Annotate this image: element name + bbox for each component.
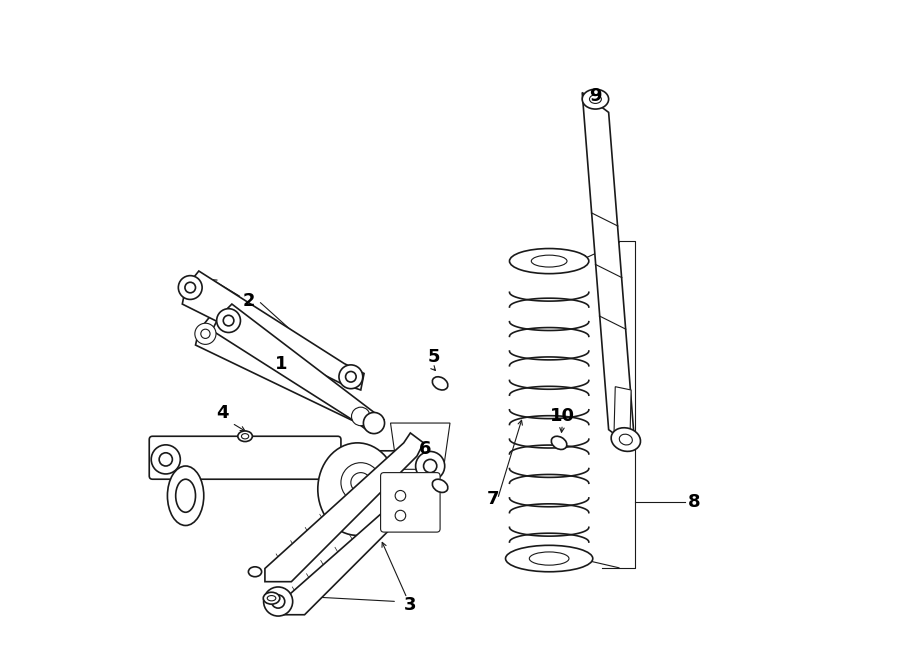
Ellipse shape bbox=[619, 434, 633, 445]
Circle shape bbox=[217, 309, 240, 332]
Polygon shape bbox=[278, 469, 436, 615]
Polygon shape bbox=[391, 423, 450, 469]
Text: 1: 1 bbox=[275, 354, 288, 373]
Ellipse shape bbox=[582, 89, 608, 109]
Ellipse shape bbox=[509, 249, 589, 274]
Ellipse shape bbox=[529, 552, 569, 565]
Ellipse shape bbox=[248, 567, 262, 576]
Text: 8: 8 bbox=[688, 493, 701, 512]
Circle shape bbox=[364, 412, 384, 434]
Text: 6: 6 bbox=[418, 440, 431, 459]
Text: 4: 4 bbox=[216, 404, 229, 422]
Circle shape bbox=[264, 587, 292, 616]
Polygon shape bbox=[614, 387, 631, 446]
Circle shape bbox=[178, 276, 202, 299]
Ellipse shape bbox=[432, 479, 448, 492]
Text: 2: 2 bbox=[242, 292, 255, 310]
Polygon shape bbox=[265, 433, 424, 582]
Ellipse shape bbox=[267, 596, 275, 601]
Circle shape bbox=[223, 315, 234, 326]
FancyBboxPatch shape bbox=[381, 473, 440, 532]
Circle shape bbox=[395, 510, 406, 521]
Text: 10: 10 bbox=[550, 407, 575, 426]
Ellipse shape bbox=[176, 479, 195, 512]
Polygon shape bbox=[183, 271, 364, 390]
FancyBboxPatch shape bbox=[336, 451, 432, 485]
Ellipse shape bbox=[432, 377, 448, 390]
Circle shape bbox=[201, 329, 210, 338]
Ellipse shape bbox=[611, 428, 641, 451]
Text: 3: 3 bbox=[404, 596, 417, 614]
Circle shape bbox=[416, 451, 445, 481]
Circle shape bbox=[272, 595, 284, 608]
Polygon shape bbox=[582, 93, 635, 449]
Ellipse shape bbox=[531, 255, 567, 267]
Ellipse shape bbox=[167, 466, 203, 525]
Circle shape bbox=[395, 490, 406, 501]
Circle shape bbox=[346, 371, 356, 382]
Ellipse shape bbox=[318, 443, 397, 535]
Circle shape bbox=[341, 463, 381, 502]
Text: 9: 9 bbox=[590, 87, 602, 105]
Text: 5: 5 bbox=[428, 348, 440, 366]
Ellipse shape bbox=[506, 545, 593, 572]
Ellipse shape bbox=[552, 436, 567, 449]
Ellipse shape bbox=[590, 95, 601, 103]
Ellipse shape bbox=[264, 592, 280, 604]
Circle shape bbox=[339, 365, 363, 389]
Circle shape bbox=[184, 282, 195, 293]
FancyBboxPatch shape bbox=[149, 436, 341, 479]
Circle shape bbox=[351, 473, 371, 492]
Polygon shape bbox=[195, 314, 371, 426]
Ellipse shape bbox=[241, 434, 248, 439]
Circle shape bbox=[424, 459, 436, 473]
Ellipse shape bbox=[238, 431, 252, 442]
Text: 7: 7 bbox=[487, 490, 500, 508]
Circle shape bbox=[151, 445, 180, 474]
Circle shape bbox=[195, 323, 216, 344]
Circle shape bbox=[352, 407, 370, 426]
Circle shape bbox=[159, 453, 173, 466]
Polygon shape bbox=[212, 304, 384, 433]
